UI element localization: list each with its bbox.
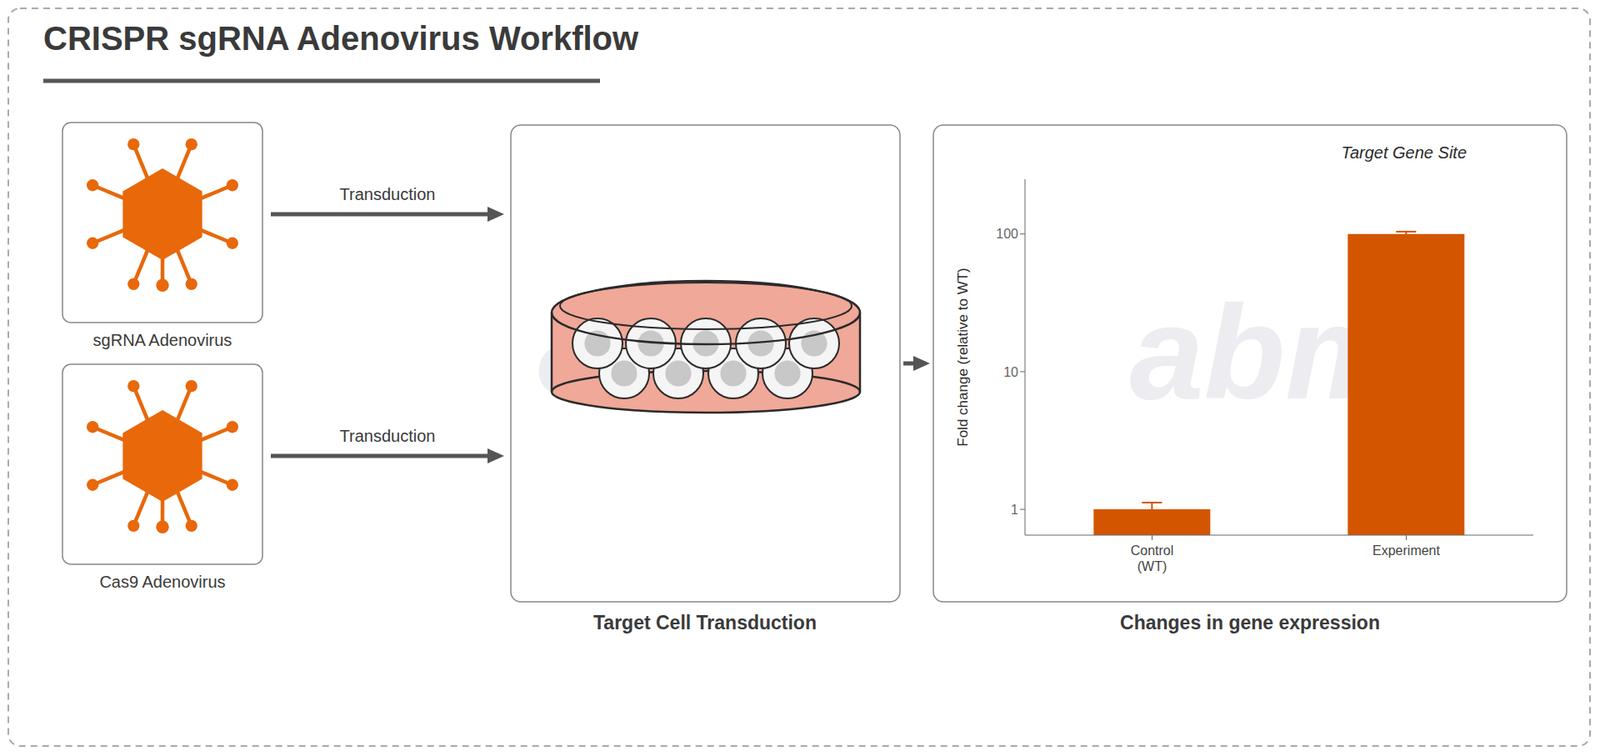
svg-text:abm: abm bbox=[538, 252, 857, 426]
svg-text:Experiment: Experiment bbox=[1372, 543, 1440, 558]
html-text:Target Gene Site: Target Gene Site bbox=[1341, 143, 1467, 162]
svg-text:100: 100 bbox=[995, 226, 1019, 241]
svg-text:sgRNA Adenovirus: sgRNA Adenovirus bbox=[93, 330, 233, 350]
svg-text:Target Cell Transduction: Target Cell Transduction bbox=[593, 611, 817, 634]
svg-text:Cas9 Adenovirus: Cas9 Adenovirus bbox=[99, 572, 225, 591]
svg-text:1: 1 bbox=[1010, 502, 1019, 517]
svg-text:Control(WT): Control(WT) bbox=[1130, 543, 1175, 574]
svg-text:10: 10 bbox=[1003, 365, 1019, 380]
svg-text:Transduction: Transduction bbox=[340, 185, 436, 204]
svg-text:Fold change (relative to WT): Fold change (relative to WT) bbox=[955, 267, 971, 446]
svg-text:Transduction: Transduction bbox=[340, 426, 436, 445]
svg-text:Changes in gene expression: Changes in gene expression bbox=[1120, 611, 1380, 634]
svg-text:CRISPR sgRNA Adenovirus Workfl: CRISPR sgRNA Adenovirus Workflow bbox=[43, 20, 640, 57]
svg-text:abm: abm bbox=[1129, 277, 1404, 427]
